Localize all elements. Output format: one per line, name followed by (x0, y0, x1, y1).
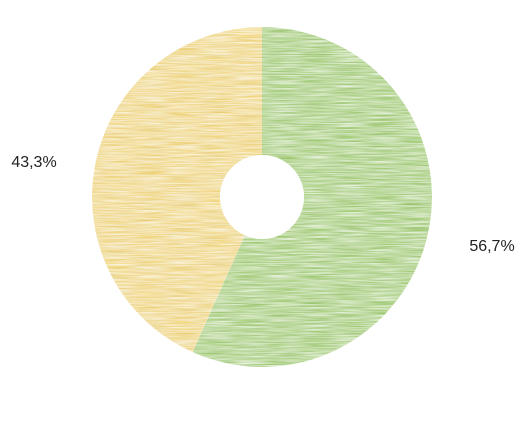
donut-slice-1[interactable] (92, 27, 263, 353)
slice-labels: 56,7% 43,3% (11, 154, 514, 255)
slice-label-1: 43,3% (11, 154, 56, 171)
donut-slices (92, 27, 433, 367)
donut-slice-0[interactable] (192, 27, 433, 367)
slice-label-0: 56,7% (469, 238, 514, 255)
